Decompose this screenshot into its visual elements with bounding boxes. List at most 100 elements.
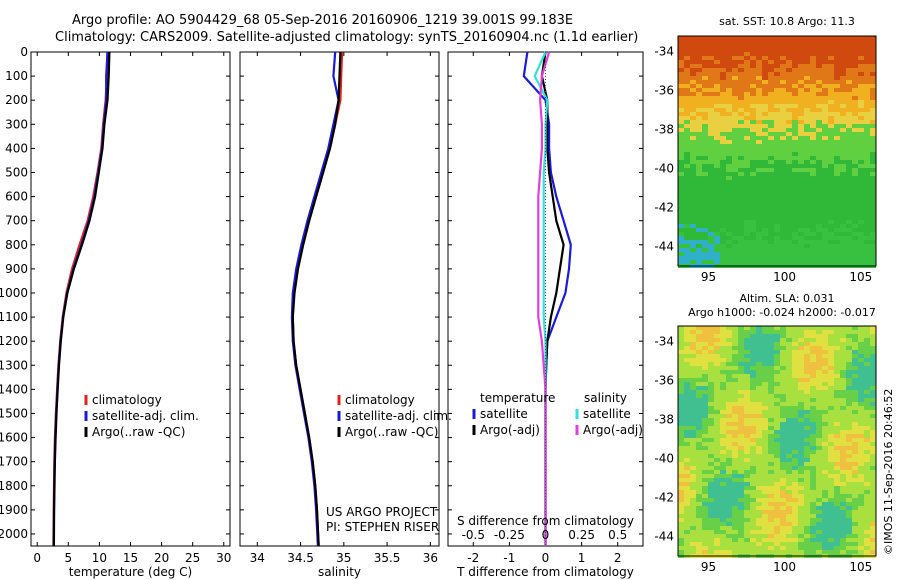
map-cell — [762, 530, 768, 534]
map-cell — [774, 140, 780, 144]
map-cell — [756, 164, 762, 168]
map-cell — [870, 116, 876, 120]
map-cell — [750, 184, 756, 188]
map-cell — [864, 350, 870, 354]
map-cell — [696, 188, 702, 192]
map-cell — [780, 486, 786, 490]
map-cell — [834, 354, 840, 358]
map-cell — [870, 252, 876, 256]
sla-map-y-tick-label: -44 — [654, 530, 674, 544]
map-cell — [756, 502, 762, 506]
map-cell — [726, 168, 732, 172]
map-cell — [828, 382, 834, 386]
map-cell — [864, 44, 870, 48]
map-cell — [828, 358, 834, 362]
x-tick-label: 35 — [336, 551, 351, 565]
map-cell — [786, 342, 792, 346]
map-cell — [774, 458, 780, 462]
map-cell — [690, 156, 696, 160]
map-cell — [846, 152, 852, 156]
map-cell — [750, 494, 756, 498]
map-cell — [828, 378, 834, 382]
map-cell — [678, 426, 684, 430]
map-cell — [858, 80, 864, 84]
map-cell — [720, 184, 726, 188]
map-cell — [846, 550, 852, 554]
map-cell — [684, 84, 690, 88]
map-cell — [768, 232, 774, 236]
map-cell — [840, 338, 846, 342]
map-cell — [738, 402, 744, 406]
map-cell — [858, 228, 864, 232]
map-cell — [780, 502, 786, 506]
map-cell — [744, 60, 750, 64]
map-cell — [792, 140, 798, 144]
map-cell — [780, 220, 786, 224]
map-cell — [780, 84, 786, 88]
map-cell — [786, 84, 792, 88]
map-cell — [744, 526, 750, 530]
map-cell — [744, 100, 750, 104]
map-cell — [756, 538, 762, 542]
map-cell — [696, 244, 702, 248]
map-cell — [792, 132, 798, 136]
map-cell — [852, 204, 858, 208]
map-cell — [684, 76, 690, 80]
map-cell — [864, 68, 870, 72]
map-cell — [708, 330, 714, 334]
map-cell — [834, 402, 840, 406]
map-cell — [744, 490, 750, 494]
map-cell — [858, 240, 864, 244]
map-cell — [828, 252, 834, 256]
map-cell — [738, 550, 744, 554]
map-cell — [840, 152, 846, 156]
map-cell — [702, 240, 708, 244]
map-cell — [702, 382, 708, 386]
map-cell — [738, 422, 744, 426]
map-cell — [792, 506, 798, 510]
map-cell — [786, 406, 792, 410]
map-cell — [786, 362, 792, 366]
map-cell — [834, 394, 840, 398]
map-cell — [864, 470, 870, 474]
map-cell — [774, 498, 780, 502]
s-tick-label: -0.5 — [462, 528, 485, 542]
map-cell — [720, 200, 726, 204]
map-cell — [750, 538, 756, 542]
map-cell — [744, 550, 750, 554]
map-cell — [738, 514, 744, 518]
map-cell — [726, 256, 732, 260]
map-cell — [870, 128, 876, 132]
map-cell — [828, 228, 834, 232]
map-cell — [774, 236, 780, 240]
map-cell — [846, 108, 852, 112]
map-cell — [678, 176, 684, 180]
map-cell — [738, 172, 744, 176]
map-cell — [834, 256, 840, 260]
map-cell — [690, 172, 696, 176]
map-cell — [840, 112, 846, 116]
map-cell — [780, 112, 786, 116]
map-cell — [780, 522, 786, 526]
map-cell — [822, 128, 828, 132]
map-cell — [738, 200, 744, 204]
map-cell — [834, 104, 840, 108]
map-cell — [786, 534, 792, 538]
map-cell — [684, 362, 690, 366]
map-cell — [678, 530, 684, 534]
map-cell — [684, 466, 690, 470]
map-cell — [858, 394, 864, 398]
map-cell — [732, 430, 738, 434]
map-cell — [822, 466, 828, 470]
map-cell — [714, 386, 720, 390]
map-cell — [840, 334, 846, 338]
map-cell — [684, 518, 690, 522]
map-cell — [864, 212, 870, 216]
map-cell — [822, 458, 828, 462]
map-cell — [678, 112, 684, 116]
map-cell — [780, 244, 786, 248]
map-cell — [828, 100, 834, 104]
map-cell — [708, 490, 714, 494]
map-cell — [690, 252, 696, 256]
map-cell — [720, 442, 726, 446]
